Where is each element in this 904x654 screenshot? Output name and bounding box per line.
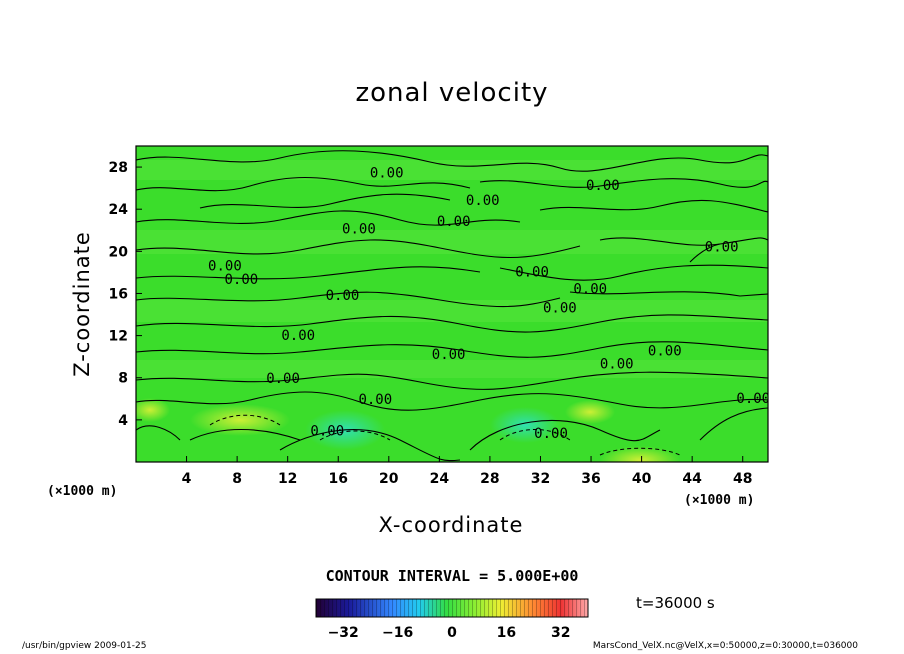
- contour-label: 0.00: [437, 214, 471, 230]
- contour-label: 0.00: [705, 239, 739, 255]
- contour-label: 0.00: [224, 272, 258, 288]
- y-axis-label: Z-coordinate: [70, 231, 94, 377]
- colorbar-tick-label: −16: [382, 625, 413, 641]
- contour-label: 0.00: [543, 300, 577, 316]
- contour-label: 0.00: [358, 392, 392, 408]
- contour-label: 0.00: [586, 178, 620, 194]
- colorbar-tick-label: 0: [447, 625, 457, 641]
- colorbar-tick-label: −32: [328, 625, 359, 641]
- y-tick-label: 16: [109, 286, 128, 302]
- contour-label: 0.00: [600, 356, 634, 372]
- contour-label: 0.00: [266, 371, 300, 387]
- contour-label: 0.00: [466, 193, 500, 209]
- contour-interval: CONTOUR INTERVAL = 5.000E+00: [325, 567, 579, 585]
- x-unit-label: (×1000 m): [684, 493, 755, 508]
- x-tick-label: 48: [733, 471, 752, 487]
- x-tick-label: 8: [232, 471, 242, 487]
- x-tick-label: 20: [379, 471, 399, 487]
- colorbar-tick-label: 16: [497, 625, 516, 641]
- footer-right: MarsCond_VelX.nc@VelX,x=0:50000,z=0:3000…: [592, 641, 858, 651]
- y-tick-label: 20: [109, 244, 129, 260]
- x-ticks: 4 8 12 16 20 24 28 32 36 40 44 48: [182, 456, 752, 487]
- cool-region: [490, 407, 560, 443]
- contour-label: 0.00: [310, 424, 344, 440]
- contour-label: 0.00: [515, 265, 549, 281]
- warm-region: [565, 400, 615, 424]
- footer-left: /usr/bin/gpview 2009-01-25: [22, 641, 147, 651]
- contour-label: 0.00: [432, 347, 466, 363]
- warm-region: [190, 404, 290, 436]
- y-unit-label: (×1000 m): [47, 484, 118, 499]
- plot-area: 0.000.000.000.000.000.000.000.00 0.000.00…: [136, 146, 770, 462]
- x-axis-label: X-coordinate: [378, 513, 524, 537]
- plot-frame: [135, 145, 769, 463]
- contour-lines: [136, 150, 768, 462]
- contour-label: 0.00: [208, 258, 242, 274]
- x-tick-label: 16: [328, 471, 347, 487]
- contour-label: 0.00: [736, 391, 770, 407]
- x-tick-label: 40: [632, 471, 652, 487]
- x-tick-label: 12: [278, 471, 297, 487]
- y-tick-label: 8: [118, 371, 128, 387]
- y-tick-label: 12: [109, 329, 128, 345]
- time-label: t=36000 s: [636, 594, 715, 612]
- contour-label: 0.00: [573, 281, 607, 297]
- y-tick-label: 4: [118, 413, 128, 429]
- y-tick-label: 28: [109, 160, 128, 176]
- contour-label: 0.00: [370, 166, 404, 182]
- x-tick-label: 32: [531, 471, 550, 487]
- contour-label: 0.00: [342, 221, 376, 237]
- x-tick-label: 36: [581, 471, 600, 487]
- contour-label: 0.00: [534, 426, 568, 442]
- x-tick-label: 4: [182, 471, 192, 487]
- x-tick-label: 28: [480, 471, 499, 487]
- warm-region: [600, 446, 680, 462]
- colorbar-ticks: −32 −16 0 16 32: [328, 625, 571, 641]
- contour-label: 0.00: [648, 344, 682, 360]
- x-tick-label: 24: [430, 471, 450, 487]
- y-ticks: 4 8 12 16 20 24 28: [109, 160, 142, 429]
- x-tick-label: 44: [682, 471, 702, 487]
- contour-label: 0.00: [281, 328, 315, 344]
- contour-label: 0.00: [326, 288, 360, 304]
- negative-contours: [209, 414, 681, 456]
- colorbar-tick-label: 32: [551, 625, 570, 641]
- contour-label-group: 0.000.000.000.000.000.000.000.00 0.000.00…: [208, 166, 770, 442]
- chart-title: zonal velocity: [355, 78, 549, 108]
- y-tick-label: 24: [109, 202, 129, 218]
